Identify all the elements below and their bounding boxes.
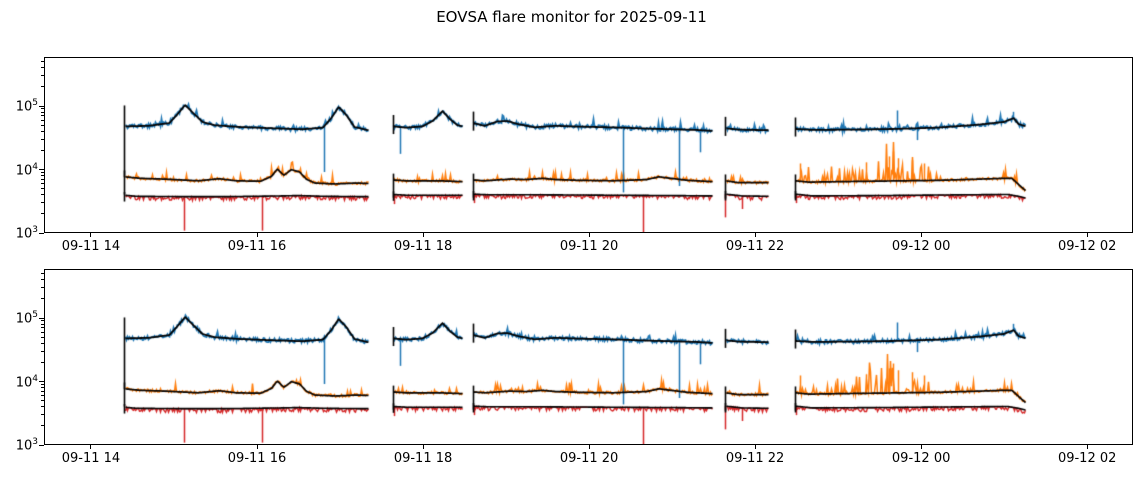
y-axis-tick <box>39 105 44 107</box>
subplot-upper-canvas <box>45 58 1132 232</box>
y-axis-minor-tick <box>41 387 44 389</box>
y-axis-tick-label: 103 <box>15 225 38 242</box>
y-axis-tick-label: 104 <box>15 161 38 178</box>
x-axis-tick-label: 09-12 02 <box>1057 451 1117 466</box>
x-axis-tick <box>588 444 590 449</box>
y-axis-minor-tick <box>41 130 44 132</box>
x-axis-tick-label: 09-11 14 <box>61 451 121 466</box>
x-axis-tick-label: 09-11 20 <box>559 239 619 254</box>
x-axis-tick <box>754 444 756 449</box>
x-axis-tick-label: 09-12 02 <box>1057 239 1117 254</box>
y-axis-minor-tick <box>41 273 44 275</box>
y-axis-minor-tick <box>41 178 44 180</box>
x-axis-tick-label: 09-11 18 <box>393 239 453 254</box>
figure-title: EOVSA flare monitor for 2025-09-11 <box>436 8 707 26</box>
y-axis-minor-tick <box>41 406 44 408</box>
y-axis-minor-tick <box>41 287 44 289</box>
y-axis-tick-label: 103 <box>15 437 38 454</box>
y-axis-minor-tick <box>41 350 44 352</box>
y-axis-minor-tick <box>41 331 44 333</box>
y-axis-minor-tick <box>41 194 44 196</box>
y-axis-minor-tick <box>41 171 44 173</box>
x-axis-tick <box>920 232 922 237</box>
y-axis-minor-tick <box>41 115 44 117</box>
y-axis-minor-tick <box>41 383 44 385</box>
x-axis-tick <box>256 232 258 237</box>
y-axis-minor-tick <box>41 279 44 281</box>
subplot-lower: 09-11 14 09-11 16 09-11 18 09-11 20 09-11 22… <box>16 269 1133 466</box>
y-axis-minor-tick <box>41 202 44 204</box>
x-axis-tick-label: 09-11 16 <box>227 239 287 254</box>
x-axis-tick-label: 09-12 00 <box>891 451 951 466</box>
x-axis-tick <box>256 444 258 449</box>
y-axis-tick <box>39 317 44 319</box>
x-axis-tick <box>754 232 756 237</box>
x-axis-tick <box>588 232 590 237</box>
y-axis-minor-tick <box>41 213 44 215</box>
x-axis-tick-label: 09-11 16 <box>227 451 287 466</box>
x-axis-tick-label: 09-11 20 <box>559 451 619 466</box>
y-axis-minor-tick <box>41 149 44 151</box>
y-axis-minor-tick <box>41 124 44 126</box>
y-axis-minor-tick <box>41 425 44 427</box>
x-axis-tick <box>90 444 92 449</box>
x-axis-tick <box>1086 232 1088 237</box>
y-axis-minor-tick <box>41 188 44 190</box>
y-axis-minor-tick <box>41 400 44 402</box>
y-axis-minor-tick <box>41 75 44 77</box>
y-axis-minor-tick <box>41 414 44 416</box>
y-axis-minor-tick <box>41 119 44 121</box>
y-axis-minor-tick <box>41 67 44 69</box>
y-axis-minor-tick <box>41 323 44 325</box>
y-axis-minor-tick <box>41 298 44 300</box>
x-axis-tick-label: 09-11 14 <box>61 239 121 254</box>
subplot-lower-canvas <box>45 270 1132 444</box>
y-axis-tick <box>39 381 44 382</box>
x-axis-tick <box>422 232 424 237</box>
y-axis-minor-tick <box>41 342 44 344</box>
y-axis-minor-tick <box>41 336 44 338</box>
y-axis-minor-tick <box>41 61 44 63</box>
y-axis-tick <box>39 444 44 446</box>
y-axis-minor-tick <box>41 361 44 363</box>
y-axis-tick <box>39 169 44 170</box>
y-axis-tick-label: 105 <box>15 310 38 327</box>
y-axis-minor-tick <box>41 86 44 88</box>
subplot-upper: 09-11 14 09-11 16 09-11 18 09-11 20 09-11 22… <box>16 57 1133 254</box>
x-axis-tick <box>1086 444 1088 449</box>
y-axis-minor-tick <box>41 138 44 140</box>
x-axis-tick-label: 09-12 00 <box>891 239 951 254</box>
y-axis-minor-tick <box>41 395 44 397</box>
x-axis-tick-label: 09-11 22 <box>725 451 785 466</box>
y-axis-minor-tick <box>41 111 44 113</box>
y-axis-tick-label: 104 <box>15 373 38 390</box>
y-axis-tick-label: 105 <box>15 98 38 115</box>
x-axis-tick <box>422 444 424 449</box>
y-axis-minor-tick <box>41 175 44 177</box>
y-axis-minor-tick <box>41 183 44 185</box>
y-axis-tick <box>39 232 44 234</box>
x-axis-tick <box>90 232 92 237</box>
x-axis-tick-label: 09-11 22 <box>725 239 785 254</box>
y-axis-minor-tick <box>41 320 44 322</box>
y-axis-minor-tick <box>41 390 44 392</box>
x-axis-tick <box>920 444 922 449</box>
y-axis-minor-tick <box>41 108 44 110</box>
y-axis-minor-tick <box>41 327 44 329</box>
x-axis-tick-label: 09-11 18 <box>393 451 453 466</box>
